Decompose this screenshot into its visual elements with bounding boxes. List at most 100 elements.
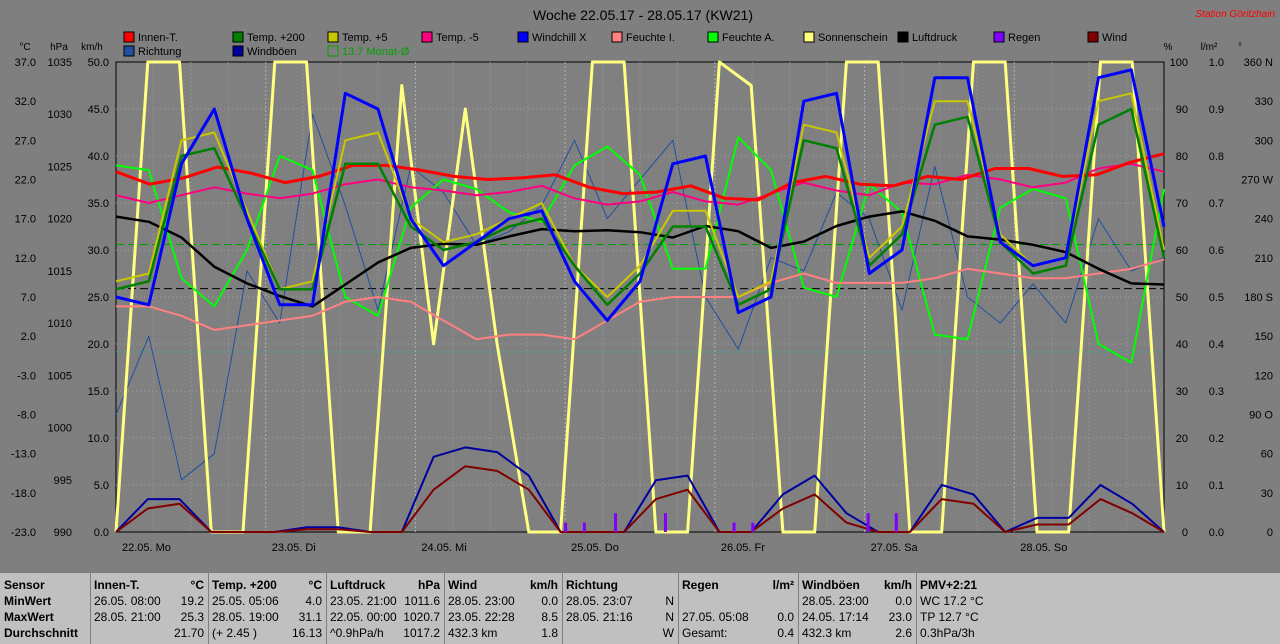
stats-cell-label: 28.05. 23:07 <box>566 594 633 608</box>
temp-tick-label: 12.0 <box>15 253 36 265</box>
legend-swatch <box>123 45 135 57</box>
rain-tick-label: 0.2 <box>1209 433 1224 445</box>
temp-tick-label: -3.0 <box>17 370 36 382</box>
stats-column-title: Wind <box>448 578 478 592</box>
x-tick-label: 22.05. Mo <box>122 542 171 554</box>
temp-tick-label: 22.0 <box>15 175 36 187</box>
legend-label: Innen-T. <box>138 32 178 44</box>
stats-pmv-column: PMV+2:21 WC 17.2 °C TP 12.7 °C 0.3hPa/3h <box>916 573 1036 644</box>
pmv-line: 0.3hPa/3h <box>920 626 975 640</box>
rain-bar <box>564 522 568 532</box>
legend-swatch <box>1087 31 1099 43</box>
percent-tick-label: 0 <box>1182 527 1188 539</box>
legend-label: Temp. +200 <box>247 32 305 44</box>
wind-tick-label: 0.0 <box>94 527 109 539</box>
wind-tick-label: 25.0 <box>88 292 109 304</box>
legend-swatch <box>993 31 1005 43</box>
series-line <box>115 162 1165 206</box>
legend-swatch <box>803 31 815 43</box>
stats-row-label: MaxWert <box>4 610 54 624</box>
stats-cell-value: 19.2 <box>180 594 204 608</box>
rain-tick-label: 1.0 <box>1209 57 1224 69</box>
stats-cell: 28.05. 21:00 25.3 <box>94 609 204 625</box>
stats-cell-label: 23.05. 22:28 <box>448 610 515 624</box>
unit-rain: l/m² <box>1201 42 1218 53</box>
stats-column: Wind km/h 28.05. 23:00 0.0 23.05. 22:28 8.5 43… <box>444 573 563 644</box>
stats-cell-value: W <box>662 626 674 640</box>
stats-column-title: Richtung <box>566 578 618 592</box>
rain-bar <box>732 522 736 532</box>
stats-cell-value: 31.1 <box>298 610 322 624</box>
stats-cell: 432.3 km 1.8 <box>448 625 558 641</box>
stats-column-unit: km/h <box>529 578 558 592</box>
stats-cell-label: 27.05. 05:08 <box>682 610 749 624</box>
stats-column: Richtung 28.05. 23:07 N 28.05. 21:16 N W <box>562 573 679 644</box>
wind-tick-label: 20.0 <box>88 339 109 351</box>
legend-label: Luftdruck <box>912 32 958 44</box>
stats-cell-value: 0.0 <box>541 594 558 608</box>
stats-cell: 28.05. 23:07 N <box>566 593 674 609</box>
series-line <box>115 113 1165 481</box>
legend-label: Windböen <box>247 46 297 58</box>
stats-cell-value: 1017.2 <box>403 626 440 640</box>
pressure-tick-label: 1030 <box>48 109 72 121</box>
plot-area <box>114 60 1166 534</box>
wind-tick-label: 5.0 <box>94 480 109 492</box>
pressure-tick-label: 1000 <box>48 423 72 435</box>
x-tick-label: 26.05. Fr <box>721 542 765 554</box>
rain-tick-label: 0.0 <box>1209 527 1224 539</box>
stats-cell-value: 2.6 <box>895 626 912 640</box>
pmv-line: WC 17.2 °C <box>920 594 984 608</box>
pressure-tick-label: 1015 <box>48 266 72 278</box>
temp-tick-label: -13.0 <box>11 449 36 461</box>
legend-label: Feuchte I. <box>626 32 675 44</box>
stats-cell: 22.05. 00:00 1020.7 <box>330 609 440 625</box>
series-line <box>116 258 1165 341</box>
stats-cell-value: 21.70 <box>173 626 204 640</box>
pmv-line: TP 12.7 °C <box>920 610 979 624</box>
stats-column-title: Regen <box>682 578 719 592</box>
stats-column-unit: hPa <box>417 578 440 592</box>
percent-tick-label: 90 <box>1176 104 1188 116</box>
stats-column-header: Innen-T. °C <box>94 577 204 593</box>
legend-swatch <box>232 31 244 43</box>
percent-tick-label: 60 <box>1176 245 1188 257</box>
stats-cell: 21.70 <box>94 625 204 641</box>
stats-column: Temp. +200 °C 25.05. 05:06 4.0 28.05. 19:00 3… <box>208 573 327 644</box>
rain-bar <box>894 513 898 532</box>
stats-row-label: Durchschnitt <box>4 626 79 640</box>
chart-svg: Woche 22.05.17 - 28.05.17 (KW21) Station… <box>11 7 1276 554</box>
rain-bar <box>866 513 870 532</box>
stats-cell-label: 28.05. 21:16 <box>566 610 633 624</box>
stats-cell-label: 28.05. 23:00 <box>448 594 515 608</box>
wind-tick-label: 30.0 <box>88 245 109 257</box>
stats-cell-label: ^0.9hPa/h <box>330 626 384 640</box>
stats-cell-label: 24.05. 17:14 <box>802 610 869 624</box>
legend-label: Richtung <box>138 46 181 58</box>
stats-cell-value: 1.8 <box>541 626 558 640</box>
wind-tick-label: 35.0 <box>88 198 109 210</box>
stats-column-header: Wind km/h <box>448 577 558 593</box>
percent-tick-label: 40 <box>1176 339 1188 351</box>
legend: Innen-T. Temp. +200 Temp. +5 Temp. -5 Windch… <box>123 31 1127 58</box>
stats-column-unit: l/m² <box>772 578 794 592</box>
legend-label: Temp. -5 <box>436 32 479 44</box>
temp-tick-label: 32.0 <box>15 96 36 108</box>
stats-cell-value: 4.0 <box>305 594 322 608</box>
stats-cell-label: 26.05. 08:00 <box>94 594 161 608</box>
stats-cell: 23.05. 21:00 1011.6 <box>330 593 440 609</box>
legend-swatch <box>327 45 339 57</box>
legend-label: Feuchte A. <box>722 32 775 44</box>
stats-cell-label: 432.3 km <box>448 626 498 640</box>
stats-cell <box>682 593 794 609</box>
stats-cell-label: Gesamt: <box>682 626 728 640</box>
percent-tick-label: 100 <box>1170 57 1188 69</box>
stats-cell: 28.05. 23:00 0.0 <box>802 593 912 609</box>
stats-column: Innen-T. °C 26.05. 08:00 19.2 28.05. 21:00 25… <box>90 573 209 644</box>
temp-tick-label: 37.0 <box>15 57 36 69</box>
stats-cell: 28.05. 19:00 31.1 <box>212 609 322 625</box>
stats-cell-label: (+ 2.45 ) <box>212 626 258 640</box>
pressure-tick-label: 1010 <box>48 318 72 330</box>
stats-cell-label: 25.05. 05:06 <box>212 594 279 608</box>
stats-column: Luftdruck hPa 23.05. 21:00 1011.6 22.05. 00:… <box>326 573 445 644</box>
